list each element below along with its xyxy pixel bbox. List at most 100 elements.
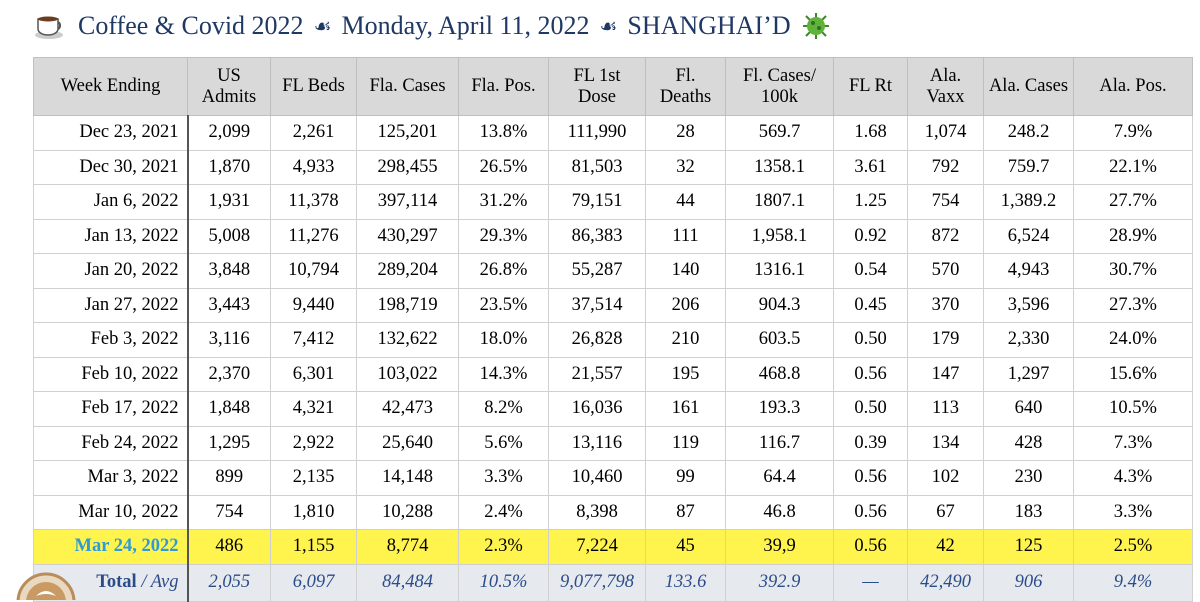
cell: 111	[645, 218, 726, 254]
table-row: Dec 23, 2021 2,099 2,261 125,201 13.8% 111,99…	[33, 115, 1193, 151]
cell: 116.7	[725, 425, 834, 461]
total-cell: 2,055	[187, 563, 271, 602]
table-row: Jan 27, 2022 3,443 9,440 198,719 23.5% 37,514…	[33, 287, 1193, 323]
cell: 1,810	[270, 494, 357, 530]
column-header: Fla. Pos.	[458, 57, 549, 116]
total-cell: 84,484	[356, 563, 459, 602]
cell: 2,370	[187, 356, 271, 392]
cell: 206	[645, 287, 726, 323]
total-row: Total / Avg 2,055 6,097 84,484 10.5% 9,077,79…	[33, 563, 1193, 602]
cell: 26.8%	[458, 253, 549, 289]
column-header: Ala. Cases	[983, 57, 1074, 116]
cell: 42,473	[356, 391, 459, 427]
cell: 289,204	[356, 253, 459, 289]
row-label: Feb 10, 2022	[33, 356, 189, 392]
title-text: Coffee & Covid 2022	[78, 11, 304, 40]
cell: 10,288	[356, 494, 459, 530]
cell: 759.7	[983, 149, 1074, 185]
cell: 0.50	[833, 391, 908, 427]
cell: 103,022	[356, 356, 459, 392]
cell: 4,943	[983, 253, 1074, 289]
cell: 5.6%	[458, 425, 549, 461]
data-table: Week Ending US Admits FL Beds Fla. Cases Fla…	[33, 57, 1193, 602]
cell: 1316.1	[725, 253, 834, 289]
cell: 428	[983, 425, 1074, 461]
cell: 5,008	[187, 218, 271, 254]
row-label: Mar 3, 2022	[33, 460, 189, 496]
cell: 6,301	[270, 356, 357, 392]
title-date: Monday, April 11, 2022	[341, 11, 590, 40]
cell: 86,383	[548, 218, 646, 254]
column-header: FL Rt	[833, 57, 908, 116]
cell: 7.9%	[1073, 115, 1193, 151]
row-label: Jan 6, 2022	[33, 184, 189, 220]
cell: 248.2	[983, 115, 1074, 151]
cell: 486	[187, 529, 271, 565]
cell: 111,990	[548, 115, 646, 151]
table-row: Feb 3, 2022 3,116 7,412 132,622 18.0% 26,828 2…	[33, 322, 1193, 358]
cell: 3,596	[983, 287, 1074, 323]
cell: 0.45	[833, 287, 908, 323]
latte-icon	[16, 572, 76, 600]
virus-icon	[802, 13, 829, 39]
cell: 29.3%	[458, 218, 549, 254]
cell: 3.3%	[458, 460, 549, 496]
cell: 125	[983, 529, 1074, 565]
total-label: Total	[96, 572, 137, 592]
cell: 0.92	[833, 218, 908, 254]
cell: 2,330	[983, 322, 1074, 358]
total-suffix: / Avg	[141, 572, 179, 592]
cell: 640	[983, 391, 1074, 427]
total-cell: 9.4%	[1073, 563, 1193, 602]
cell: 183	[983, 494, 1074, 530]
coffee-icon	[35, 16, 63, 39]
cell: 1,297	[983, 356, 1074, 392]
cell: 26,828	[548, 322, 646, 358]
column-header: Ala. Vaxx	[907, 57, 984, 116]
cell: 193.3	[725, 391, 834, 427]
cell: 430,297	[356, 218, 459, 254]
cell: 0.56	[833, 494, 908, 530]
cell: 7.3%	[1073, 425, 1193, 461]
table-row: Dec 30, 2021 1,870 4,933 298,455 26.5% 81,503…	[33, 149, 1193, 185]
cell: 570	[907, 253, 984, 289]
table-row: Jan 13, 2022 5,008 11,276 430,297 29.3% 86,38…	[33, 218, 1193, 254]
cell: 0.54	[833, 253, 908, 289]
cell: 32	[645, 149, 726, 185]
cell: 37,514	[548, 287, 646, 323]
cell: 25,640	[356, 425, 459, 461]
column-header: FL 1st Dose	[548, 57, 646, 116]
cell: 14,148	[356, 460, 459, 496]
cell: 8,774	[356, 529, 459, 565]
cell: 0.56	[833, 356, 908, 392]
cell: 10.5%	[1073, 391, 1193, 427]
cell: 2,135	[270, 460, 357, 496]
cell: 13,116	[548, 425, 646, 461]
cell: 1807.1	[725, 184, 834, 220]
cell: 0.39	[833, 425, 908, 461]
cell: 8.2%	[458, 391, 549, 427]
cell: 81,503	[548, 149, 646, 185]
cell: 1,074	[907, 115, 984, 151]
cell: 26.5%	[458, 149, 549, 185]
total-cell: 906	[983, 563, 1074, 602]
cell: 11,378	[270, 184, 357, 220]
column-header: Week Ending	[33, 57, 188, 116]
row-label: Feb 3, 2022	[33, 322, 189, 358]
total-cell: 133.6	[645, 563, 726, 602]
row-label: Jan 27, 2022	[33, 287, 189, 323]
cell: 16,036	[548, 391, 646, 427]
cell: 79,151	[548, 184, 646, 220]
cell: 4,933	[270, 149, 357, 185]
row-label: Dec 30, 2021	[33, 149, 189, 185]
cell: 8,398	[548, 494, 646, 530]
cell: 28	[645, 115, 726, 151]
column-header: FL Beds	[270, 57, 357, 116]
column-header: US Admits	[187, 57, 271, 116]
table-row: Jan 20, 2022 3,848 10,794 289,204 26.8% 55,28…	[33, 253, 1193, 289]
cell: 1.68	[833, 115, 908, 151]
cell: 0.56	[833, 529, 908, 565]
cell: 179	[907, 322, 984, 358]
header-row: Week Ending US Admits FL Beds Fla. Cases Fla…	[33, 57, 1193, 116]
